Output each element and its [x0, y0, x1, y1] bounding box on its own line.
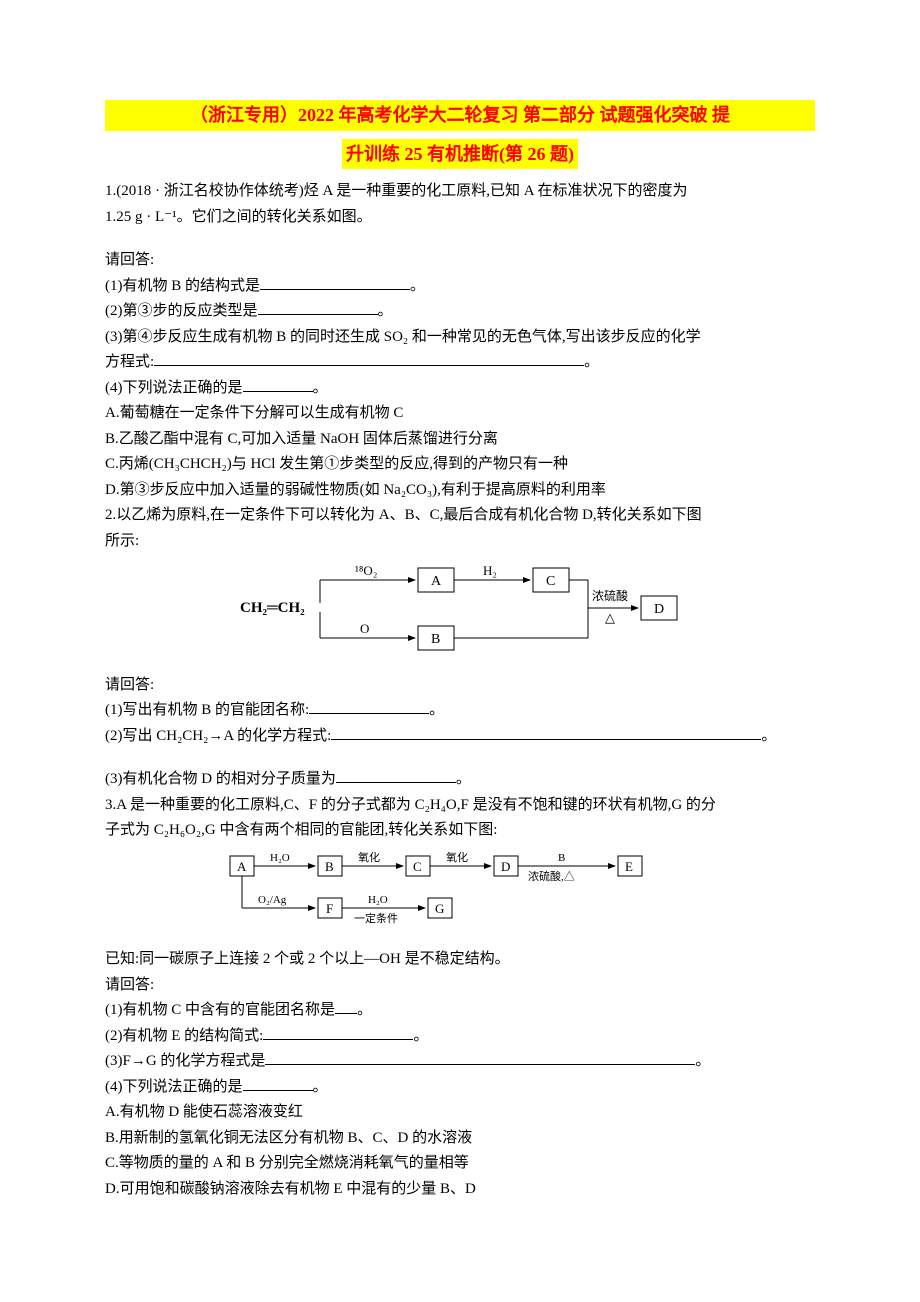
q1-p3a: (3)第④步反应生成有机物 B 的同时还生成 SO₂ 和一种常见的无色气体,写出… [105, 325, 815, 351]
q2-intro-2: 所示: [105, 529, 815, 555]
fig3-H2O-2: H₂O [368, 894, 388, 906]
q3-p4: (4)下列说法正确的是 。 [105, 1075, 815, 1101]
q1-p3b: 方程式: 。 [105, 350, 815, 376]
q3-answer-label: 请回答: [105, 973, 815, 999]
q1-p4-text: (4)下列说法正确的是 [105, 380, 243, 396]
blank [265, 1064, 695, 1065]
q1-answer-label: 请回答: [105, 248, 815, 274]
q3-p4-text: (4)下列说法正确的是 [105, 1079, 243, 1095]
q2-p2-text: (2)写出 CH₂CH₂→A 的化学方程式: [105, 728, 331, 744]
q3-figure: A H₂O B 氧化 C 氧化 D B 浓硫酸,△ E O₂/Ag F [105, 850, 815, 940]
q3-p1: (1)有机物 C 中含有的官能团名称是 。 [105, 998, 815, 1024]
fig2-H2: H₂ [483, 563, 497, 578]
dot: 。 [456, 771, 471, 787]
dot: 。 [378, 303, 393, 319]
blank [335, 1013, 357, 1014]
dot: 。 [584, 354, 599, 370]
q3-intro-1: 3.A 是一种重要的化工原料,C、F 的分子式都为 C₂H₄O,F 是没有不饱和… [105, 793, 815, 819]
q3-C: C.等物质的量的 A 和 B 分别完全燃烧消耗氧气的量相等 [105, 1151, 815, 1177]
q1-p1-text: (1)有机物 B 的结构式是 [105, 278, 260, 294]
q2-p1: (1)写出有机物 B 的官能团名称: 。 [105, 698, 815, 724]
q3-p2-text: (2)有机物 E 的结构简式: [105, 1028, 263, 1044]
q2-p1-text: (1)写出有机物 B 的官能团名称: [105, 702, 309, 718]
fig3-D: D [501, 859, 510, 874]
q3-B: B.用新制的氢氧化铜无法区分有机物 B、C、D 的水溶液 [105, 1126, 815, 1152]
q3-note: 已知:同一碳原子上连接 2 个或 2 个以上—OH 是不稳定结构。 [105, 947, 815, 973]
fig3-C: C [413, 859, 422, 874]
q1-B: B.乙酸乙酯中混有 C,可加入适量 NaOH 固体后蒸馏进行分离 [105, 427, 815, 453]
blank [260, 289, 410, 290]
q1-intro-2: 1.25 g · L⁻¹。它们之间的转化关系如图。 [105, 205, 815, 231]
blank [309, 713, 429, 714]
q1-p3b-text: 方程式: [105, 354, 154, 370]
q3-p3-text: (3)F→G 的化学方程式是 [105, 1053, 265, 1069]
blank [336, 782, 456, 783]
fig3-E: E [625, 859, 633, 874]
spacer [105, 230, 815, 248]
q1-D: D.第③步反应中加入适量的弱碱性物质(如 Na₂CO₃),有利于提高原料的利用率 [105, 478, 815, 504]
q1-A: A.葡萄糖在一定条件下分解可以生成有机物 C [105, 401, 815, 427]
q2-intro-1: 2.以乙烯为原料,在一定条件下可以转化为 A、B、C,最后合成有机化合物 D,转… [105, 503, 815, 529]
fig3-G: G [435, 901, 444, 916]
fig2-cond-top: 浓硫酸 [592, 588, 628, 603]
fig3-ox-2: 氧化 [446, 850, 468, 864]
title-line-1: （浙江专用）2022 年高考化学大二轮复习 第二部分 试题强化突破 提 [105, 100, 815, 131]
q2-diagram-svg: CH₂═CH₂ ¹⁸O₂ O A B H₂ C 浓 [240, 560, 680, 655]
blank [243, 1090, 313, 1091]
blank [331, 739, 761, 740]
q1-p2: (2)第③步的反应类型是 。 [105, 299, 815, 325]
q1-p1: (1)有机物 B 的结构式是 。 [105, 274, 815, 300]
fig3-O2Ag: O₂/Ag [258, 894, 287, 906]
q3-D: D.可用饱和碳酸钠溶液除去有机物 E 中混有的少量 B、D [105, 1177, 815, 1203]
q2-figure: CH₂═CH₂ ¹⁸O₂ O A B H₂ C 浓 [105, 560, 815, 665]
blank [258, 314, 378, 315]
q3-diagram-svg: A H₂O B 氧化 C 氧化 D B 浓硫酸,△ E O₂/Ag F [220, 850, 700, 930]
q1-p4: (4)下列说法正确的是 。 [105, 376, 815, 402]
blank [263, 1039, 413, 1040]
fig3-A: A [237, 859, 247, 874]
q2-p3: (3)有机化合物 D 的相对分子质量为 。 [105, 767, 815, 793]
dot: 。 [357, 1002, 372, 1018]
fig2-left: CH₂═CH₂ [240, 600, 305, 616]
q3-A: A.有机物 D 能使石蕊溶液变红 [105, 1100, 815, 1126]
fig3-Blabel: B [558, 852, 565, 864]
q1-p2-text: (2)第③步的反应类型是 [105, 303, 258, 319]
fig3-ox-1: 氧化 [358, 850, 380, 864]
fig2-A: A [431, 574, 442, 589]
dot: 。 [313, 380, 328, 396]
document-page: （浙江专用）2022 年高考化学大二轮复习 第二部分 试题强化突破 提 升训练 … [0, 0, 920, 1302]
q2-p2: (2)写出 CH₂CH₂→A 的化学方程式: 。 [105, 724, 815, 750]
fig2-o2-18: ¹⁸O₂ [355, 563, 377, 578]
fig3-B: B [325, 859, 334, 874]
blank [243, 391, 313, 392]
title-line-2: 升训练 25 有机推断(第 26 题) [342, 139, 578, 170]
q3-p3: (3)F→G 的化学方程式是 。 [105, 1049, 815, 1075]
dot: 。 [695, 1053, 710, 1069]
dot: 。 [413, 1028, 428, 1044]
q3-intro-2: 子式为 C₂H₆O₂,G 中含有两个相同的官能团,转化关系如下图: [105, 818, 815, 844]
q1-intro-1: 1.(2018 · 浙江名校协作体统考)烃 A 是一种重要的化工原料,已知 A … [105, 179, 815, 205]
dot: 。 [410, 278, 425, 294]
q3-p2: (2)有机物 E 的结构简式: 。 [105, 1024, 815, 1050]
spacer [105, 749, 815, 767]
fig2-C: C [546, 574, 555, 589]
fig2-cond-bot: △ [605, 610, 615, 625]
fig3-cond-top: 浓硫酸,△ [528, 869, 575, 883]
fig2-D: D [654, 602, 664, 617]
fig2-B: B [431, 632, 440, 647]
fig3-F: F [326, 901, 333, 916]
fig3-H2O-1: H₂O [270, 852, 290, 864]
dot: 。 [761, 728, 776, 744]
dot: 。 [429, 702, 444, 718]
q2-p3-text: (3)有机化合物 D 的相对分子质量为 [105, 771, 336, 787]
q2-answer-label: 请回答: [105, 673, 815, 699]
q1-C: C.丙烯(CH₃CHCH₂)与 HCl 发生第①步类型的反应,得到的产物只有一种 [105, 452, 815, 478]
dot: 。 [313, 1079, 328, 1095]
q3-p1-text: (1)有机物 C 中含有的官能团名称是 [105, 1002, 335, 1018]
fig3-cond2: 一定条件 [354, 911, 398, 925]
blank [154, 365, 584, 366]
fig2-O: O [360, 621, 369, 636]
